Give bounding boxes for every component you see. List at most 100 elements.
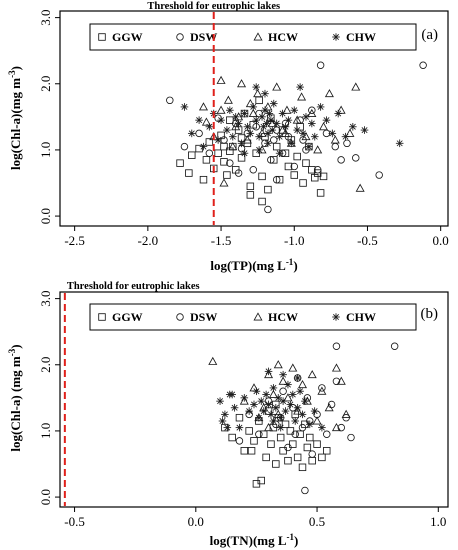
data-point-ggw	[318, 453, 326, 462]
data-point-chw	[279, 397, 287, 405]
data-point-chw	[252, 387, 261, 396]
data-point-hcw	[264, 422, 274, 432]
legend-marker-chw	[332, 313, 340, 321]
y-tick-label: 0.0	[38, 208, 53, 224]
data-point-ggw	[306, 433, 314, 442]
data-point-dsw	[195, 129, 203, 138]
data-point-chw	[293, 126, 301, 134]
data-point-chw	[395, 139, 404, 148]
data-point-chw	[264, 139, 272, 148]
data-point-chw	[269, 417, 278, 425]
data-point-ggw	[195, 144, 203, 153]
data-point-chw	[341, 132, 350, 141]
data-point-hcw	[330, 135, 340, 144]
data-point-hcw	[280, 128, 290, 137]
data-point-dsw	[375, 171, 383, 179]
data-point-ggw	[272, 460, 280, 468]
data-point-chw	[275, 132, 284, 141]
data-point-ggw	[313, 440, 321, 448]
data-point-chw	[216, 397, 224, 405]
data-point-chw	[257, 397, 266, 405]
panel-a-plot-frame	[59, 10, 449, 227]
data-point-dsw	[316, 61, 325, 69]
data-point-chw	[360, 126, 369, 134]
legend-marker-chw	[332, 33, 340, 41]
data-point-chw	[252, 83, 260, 91]
data-point-hcw	[198, 102, 209, 111]
data-point-dsw	[337, 156, 345, 164]
panel-b-threshold-label: Threshold for eutrophic lakes	[67, 281, 200, 292]
panel-a-chart: GGW DSW HCW CHW -2.5 -2.0 -1.5 -1.0 -0.5 0.0 0.0 1…	[7, 1, 449, 273]
panel-a-legend: GGW DSW HCW CHW	[98, 30, 376, 44]
data-point-ggw	[299, 179, 307, 187]
legend-marker-dsw	[176, 313, 184, 321]
data-point-dsw	[331, 142, 339, 151]
data-point-ggw	[235, 413, 244, 422]
data-point-chw	[272, 403, 280, 412]
x-tick-label: -2.0	[138, 233, 159, 248]
legend-label-ggw: GGW	[112, 30, 143, 44]
x-tick-label: -2.5	[64, 233, 85, 248]
x-tick-label: -1.5	[211, 233, 232, 248]
data-point-chw	[279, 370, 287, 379]
data-point-ggw	[223, 171, 231, 179]
data-point-hcw	[317, 386, 327, 395]
data-point-dsw	[301, 486, 309, 495]
data-point-ggw	[302, 159, 310, 167]
data-point-ggw	[199, 175, 208, 184]
legend-label-chw: CHW	[346, 30, 376, 44]
data-point-hcw	[312, 416, 322, 425]
data-point-dsw	[337, 423, 346, 432]
data-point-chw	[228, 132, 237, 141]
data-point-ggw	[293, 453, 302, 462]
data-point-hcw	[278, 125, 288, 134]
panel-b-legend: GGW DSW HCW CHW	[98, 310, 376, 324]
data-point-ggw	[303, 443, 312, 452]
legend-label-hcw: HCW	[268, 310, 298, 324]
data-point-ggw	[289, 440, 297, 448]
data-point-ggw	[257, 476, 266, 485]
data-point-chw	[235, 423, 244, 432]
data-point-dsw	[255, 430, 263, 438]
panel-b-x-axis-label: log(TN)(mg L-1)	[210, 532, 299, 548]
data-point-chw	[268, 126, 277, 134]
data-point-hcw	[355, 183, 365, 192]
data-point-dsw	[235, 437, 244, 445]
data-point-hcw	[219, 178, 229, 187]
data-point-dsw	[284, 443, 292, 452]
data-point-chw	[243, 122, 252, 131]
data-point-chw	[296, 83, 304, 91]
data-point-dsw	[166, 96, 174, 105]
x-tick-label: -1.0	[284, 233, 305, 248]
data-point-hcw	[272, 82, 282, 91]
y-tick-label: 1.0	[38, 423, 53, 439]
data-point-chw	[205, 122, 214, 131]
data-point-dsw	[291, 430, 299, 438]
data-point-ggw	[176, 159, 184, 167]
data-point-dsw	[270, 136, 278, 144]
data-point-dsw	[343, 139, 351, 148]
data-point-chw	[234, 119, 243, 128]
panel-a-points	[166, 61, 427, 214]
data-point-chw	[274, 394, 283, 402]
data-point-chw	[230, 403, 239, 412]
panel-a-x-axis-label: log(TP)(mg L-1)	[210, 257, 297, 273]
data-point-ggw	[220, 158, 228, 166]
data-point-ggw	[258, 172, 266, 181]
y-tick-label: 0.0	[38, 489, 53, 505]
data-point-chw	[290, 106, 299, 115]
data-point-chw	[255, 146, 263, 154]
data-point-chw	[299, 129, 307, 138]
legend-marker-hcw	[253, 32, 263, 41]
legend-label-dsw: DSW	[190, 310, 217, 324]
panel-b-legend-box	[89, 303, 417, 331]
data-point-chw	[250, 400, 258, 409]
data-point-chw	[240, 109, 249, 118]
data-point-chw	[305, 420, 314, 429]
data-point-dsw	[264, 205, 272, 214]
data-point-dsw	[323, 430, 331, 438]
data-point-chw	[328, 129, 337, 138]
data-point-hcw	[268, 389, 278, 398]
panel-a-axes: -2.5 -2.0 -1.5 -1.0 -0.5 0.0 0.0 1.0 2.0 3.0	[38, 9, 449, 248]
